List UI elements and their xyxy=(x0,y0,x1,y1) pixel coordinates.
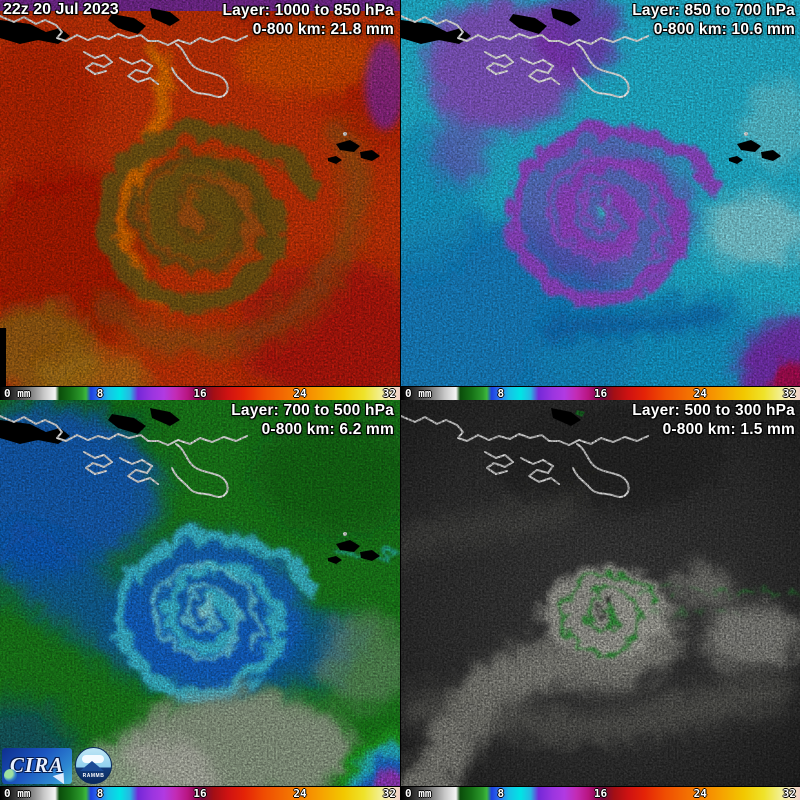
value-label: 0-800 km: 10.6 mm xyxy=(653,21,795,38)
colorbar-tick: 8 xyxy=(96,787,104,800)
value-label: 0-800 km: 6.2 mm xyxy=(261,421,394,438)
moisture-field-map-700-500 xyxy=(0,400,400,786)
panel-1000-850: 22z 20 Jul 2023 Layer: 1000 to 850 hPa 0… xyxy=(0,0,400,400)
mountain-icon xyxy=(80,761,104,771)
cira-logo: CIRA xyxy=(2,747,72,784)
panel-850-700: Layer: 850 to 700 hPa 0-800 km: 10.6 mm … xyxy=(400,0,800,400)
timestamp: 22z 20 Jul 2023 xyxy=(3,1,119,18)
panel-header: Layer: 850 to 700 hPa 0-800 km: 10.6 mm xyxy=(632,1,795,39)
colorbar-tick: 32 xyxy=(782,787,796,800)
layer-label: Layer: 1000 to 850 hPa xyxy=(222,2,394,19)
rammb-logo-text: RAMMB xyxy=(82,773,105,779)
panel-500-300: Layer: 500 to 300 hPa 0-800 km: 1.5 mm 0… xyxy=(400,400,800,800)
panel-header: Layer: 500 to 300 hPa 0-800 km: 1.5 mm xyxy=(632,401,795,439)
colorbar-tick: 24 xyxy=(693,387,707,400)
agency-logos: CIRA RAMMB xyxy=(2,747,112,784)
colorbar-tick: 16 xyxy=(193,787,207,800)
layer-label: Layer: 850 to 700 hPa xyxy=(632,2,795,19)
cloud-icon xyxy=(82,755,104,763)
panel-700-500: Layer: 700 to 500 hPa 0-800 km: 6.2 mm C… xyxy=(0,400,400,800)
colorbar-tick: 16 xyxy=(593,787,608,800)
colorbar-tick: 8 xyxy=(497,787,505,800)
field-850-700: Layer: 850 to 700 hPa 0-800 km: 10.6 mm xyxy=(401,0,800,386)
cira-logo-text: CIRA xyxy=(9,753,65,777)
colorbar-tick: 32 xyxy=(382,787,396,800)
colorbar-tick: 24 xyxy=(293,387,307,400)
colorbar-tick: 0 mm xyxy=(405,787,432,800)
colorbar-tick: 8 xyxy=(96,387,104,400)
colorbar: 0 mm 8 16 24 32 xyxy=(401,786,800,800)
moisture-field-map-1000-850 xyxy=(0,0,400,386)
panel-header: Layer: 1000 to 850 hPa 0-800 km: 21.8 mm xyxy=(222,1,394,39)
colorbar-tick: 8 xyxy=(497,387,505,400)
colorbar: 0 mm 8 16 24 32 xyxy=(401,386,800,400)
colorbar-tick: 0 mm xyxy=(405,387,432,400)
moisture-field-map-500-300 xyxy=(401,400,800,786)
field-500-300: Layer: 500 to 300 hPa 0-800 km: 1.5 mm xyxy=(401,400,800,786)
rammb-logo: RAMMB xyxy=(75,747,112,784)
colorbar-tick: 16 xyxy=(593,387,608,400)
colorbar-tick: 24 xyxy=(693,787,707,800)
earth-globe-icon xyxy=(4,768,17,782)
moisture-field-map-850-700 xyxy=(401,0,800,386)
colorbar-tick: 32 xyxy=(782,387,796,400)
value-label: 0-800 km: 21.8 mm xyxy=(252,21,394,38)
layer-label: Layer: 700 to 500 hPa xyxy=(231,402,394,419)
layer-label: Layer: 500 to 300 hPa xyxy=(632,402,795,419)
colorbar-tick: 24 xyxy=(293,787,307,800)
colorbar-tick: 32 xyxy=(382,387,396,400)
satellite-dish-icon xyxy=(52,768,70,784)
value-label: 0-800 km: 1.5 mm xyxy=(662,421,795,438)
panel-header: Layer: 700 to 500 hPa 0-800 km: 6.2 mm xyxy=(231,401,394,439)
colorbar: 0 mm 8 16 24 32 xyxy=(0,786,400,800)
field-1000-850: 22z 20 Jul 2023 Layer: 1000 to 850 hPa 0… xyxy=(0,0,400,386)
colorbar: 0 mm 8 16 24 32 xyxy=(0,386,400,400)
field-700-500: Layer: 700 to 500 hPa 0-800 km: 6.2 mm C… xyxy=(0,400,400,786)
colorbar-tick: 0 mm xyxy=(4,387,31,400)
colorbar-tick: 0 mm xyxy=(4,787,31,800)
colorbar-tick: 16 xyxy=(193,387,207,400)
